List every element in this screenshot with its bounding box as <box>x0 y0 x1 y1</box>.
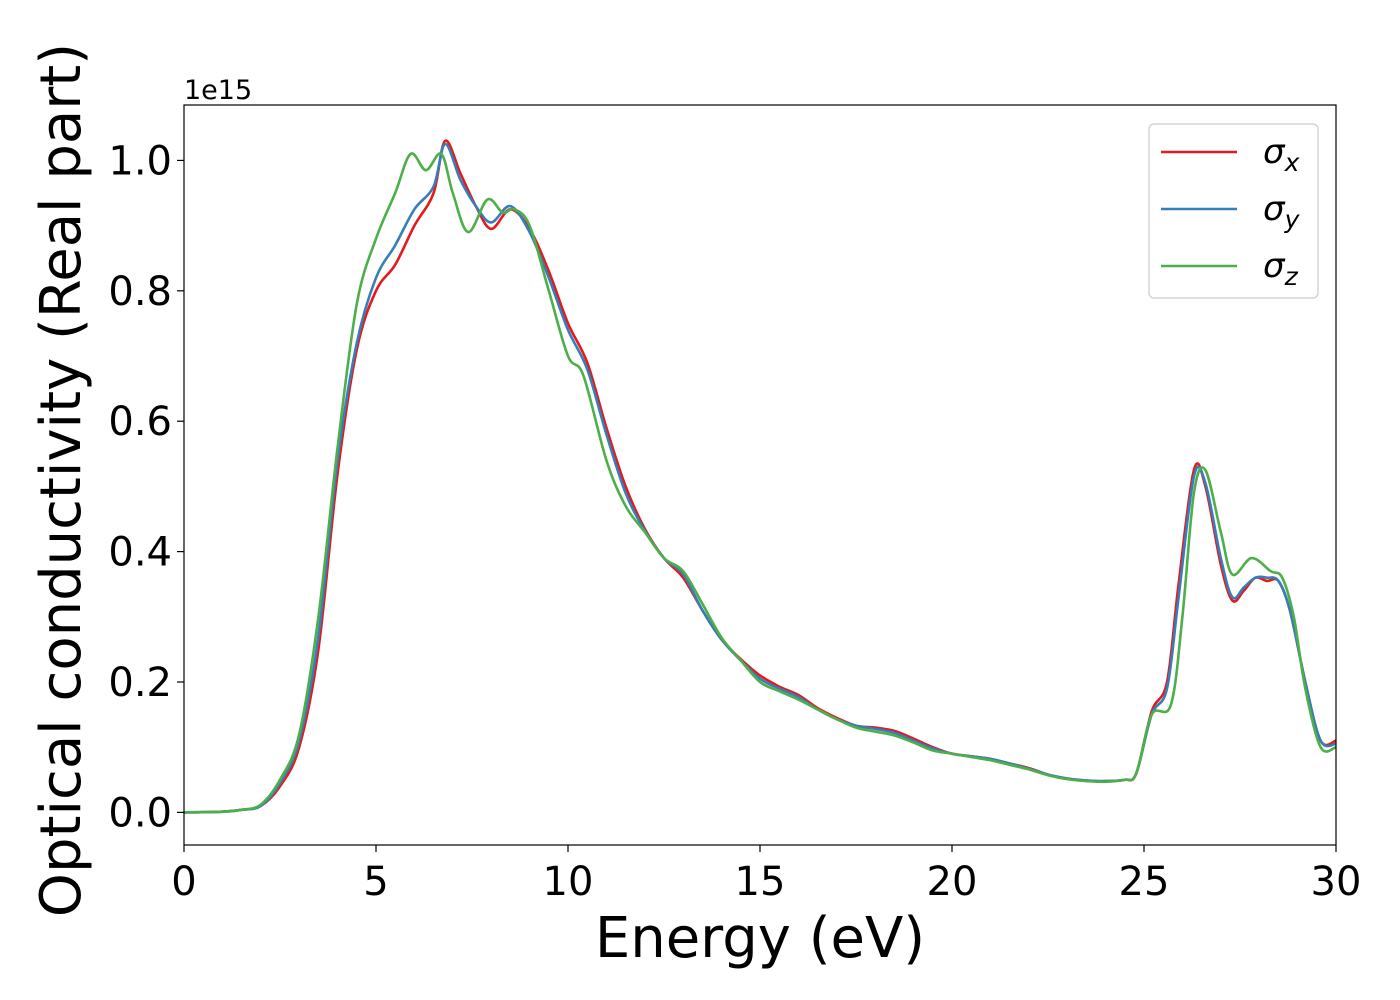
y-offset-text: 1e15 <box>184 75 252 106</box>
y-axis: 0.0 0.2 0.4 0.6 0.8 1.0 <box>108 138 184 836</box>
legend-entry-y: σy <box>1263 189 1301 234</box>
y-tick-label: 0.4 <box>108 530 172 576</box>
series-line-z <box>183 152 1337 814</box>
legend: σx σy σz <box>1148 123 1319 299</box>
y-tick-label: 0.2 <box>108 660 172 706</box>
y-tick-label: 0.6 <box>108 399 172 445</box>
y-tick-label: 0.8 <box>108 269 172 315</box>
x-axis: 0 5 10 15 20 25 30 <box>171 845 1361 905</box>
legend-frame <box>1148 123 1319 299</box>
x-tick-label: 10 <box>543 859 594 905</box>
x-tick-label: 0 <box>171 859 196 905</box>
y-axis-label: Optical conductivity (Real part) <box>29 43 94 917</box>
x-tick-label: 30 <box>1311 859 1362 905</box>
x-tick-label: 5 <box>363 859 388 905</box>
x-tick-label: 20 <box>927 859 978 905</box>
series-line-x <box>183 139 1337 814</box>
series-line-y <box>183 142 1337 814</box>
x-tick-label: 25 <box>1119 859 1170 905</box>
x-tick-label: 15 <box>735 859 786 905</box>
y-tick-label: 0.0 <box>108 790 172 836</box>
legend-entry-x: σx <box>1263 132 1300 177</box>
legend-entry-z: σz <box>1263 246 1299 291</box>
y-tick-label: 1.0 <box>108 138 172 184</box>
x-axis-label: Energy (eV) <box>595 906 925 971</box>
series-lines <box>183 139 1337 814</box>
